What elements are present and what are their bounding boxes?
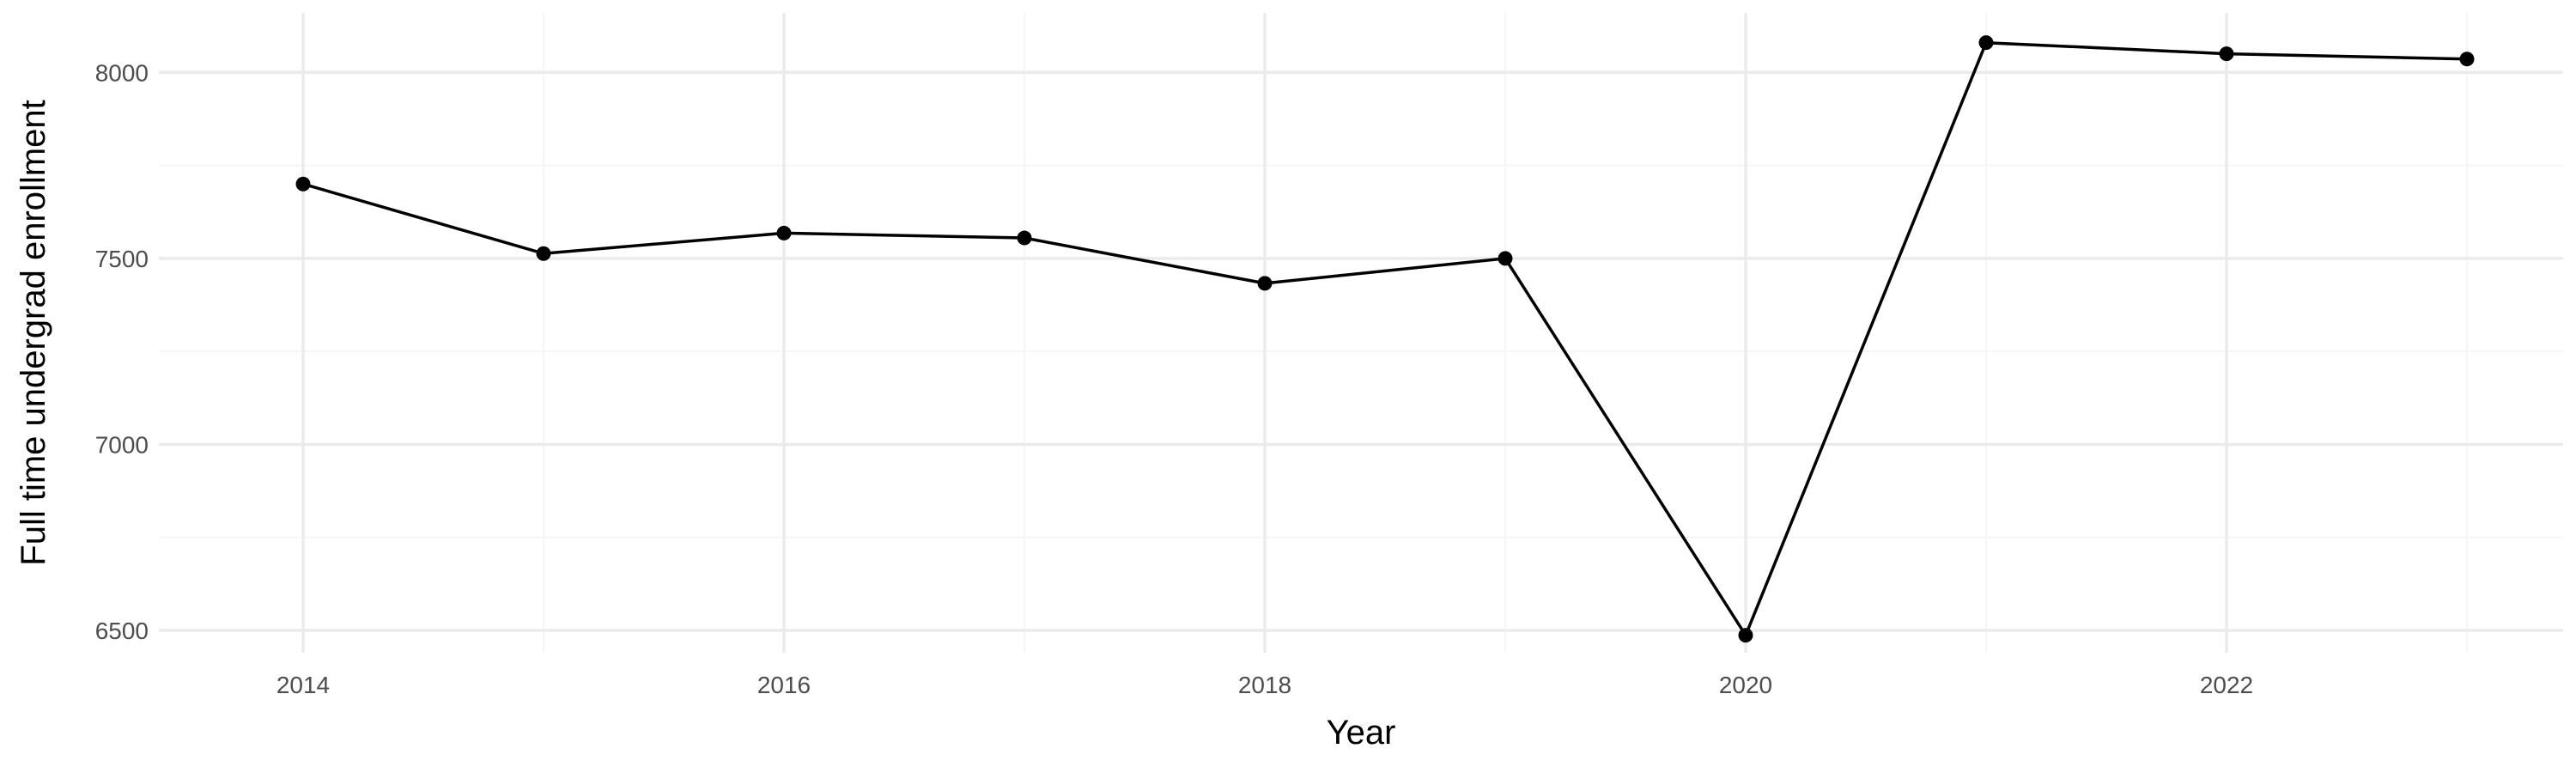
data-point [2459,52,2475,67]
y-tick-label: 6500 [95,618,149,644]
data-point [1738,628,1753,643]
data-point [1257,276,1273,291]
y-tick-label: 7500 [95,246,149,272]
y-tick-label: 8000 [95,59,149,86]
series-line [301,40,2469,637]
data-point [1017,230,1032,246]
x-tick-label: 2022 [2200,672,2253,698]
data-point [1498,251,1513,266]
x-tick-label: 2020 [1719,672,1772,698]
data-point [536,246,551,261]
y-axis-tick-labels: 6500 7000 7500 8000 [95,59,149,644]
minor-gridlines [159,13,2563,653]
x-tick-label: 2016 [757,672,811,698]
y-tick-label: 7000 [95,431,149,458]
data-point [295,176,311,192]
major-gridlines [159,13,2563,653]
x-axis-title: Year [1327,714,1396,752]
data-point [776,225,792,240]
data-point [1978,35,1994,51]
x-tick-label: 2014 [276,672,330,698]
data-point [2219,46,2234,62]
series-layer [295,35,2475,643]
x-tick-label: 2018 [1238,672,1291,698]
x-axis-tick-labels: 2014 2016 2018 2020 2022 [276,672,2253,698]
y-axis-title: Full time undergrad enrollment [15,100,52,565]
